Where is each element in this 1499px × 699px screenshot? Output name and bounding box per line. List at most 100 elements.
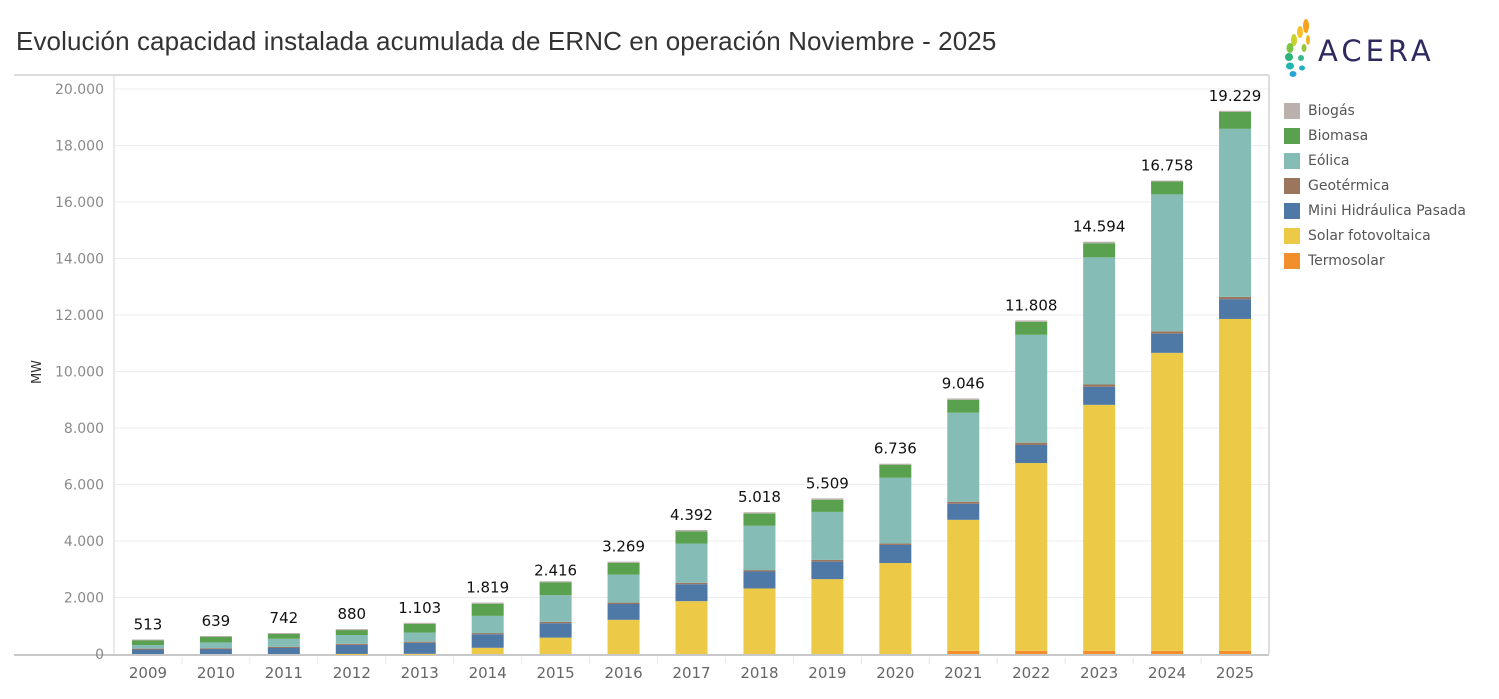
bar-segment-mini-hidr-ulica-pasada-2019	[811, 561, 844, 580]
legend-swatch	[1284, 127, 1300, 144]
bar-segment-mini-hidr-ulica-pasada-2010	[199, 648, 232, 654]
y-axis-ticks: 0 2.000 4.000 6.000 8.000 10.000 12.000 14.000 1…	[55, 82, 104, 663]
bar-segment-mini-hidr-ulica-pasada-2016	[607, 603, 640, 620]
bar-segment-biog-s-2015	[539, 581, 572, 583]
total-label: 4.392	[670, 506, 713, 524]
bar-segment-biomasa-2022	[1015, 321, 1048, 335]
bar-segment-biog-s-2011	[267, 633, 300, 635]
legend-item[interactable]: Geotérmica	[1284, 173, 1466, 198]
legend-label: Geotérmica	[1308, 177, 1390, 194]
legend-label: Biogás	[1308, 102, 1355, 119]
bar-stack-2013	[403, 622, 436, 655]
legend-item[interactable]: Mini Hidráulica Pasada	[1284, 198, 1466, 223]
bar-segment-solar-fotovoltaica-2016	[607, 619, 640, 654]
legend-swatch	[1284, 177, 1300, 194]
bar-segment-geot-rmica-2023	[1083, 384, 1116, 387]
bar-segment-e-lica-2014	[471, 615, 504, 634]
bar-segment-mini-hidr-ulica-pasada-2014	[471, 634, 504, 648]
bar-segment-biomasa-2025	[1219, 111, 1252, 129]
bar-segment-geot-rmica-2009	[131, 648, 164, 650]
bar-segment-mini-hidr-ulica-pasada-2015	[539, 623, 572, 638]
legend-swatch	[1284, 102, 1300, 119]
bar-segment-mini-hidr-ulica-pasada-2009	[131, 649, 164, 654]
bar-segment-biog-s-2024	[1151, 180, 1184, 182]
bar-segment-biog-s-2020	[879, 463, 912, 465]
bar-segment-mini-hidr-ulica-pasada-2021	[947, 503, 980, 520]
bar-segment-geot-rmica-2019	[811, 559, 844, 562]
bar-segment-biog-s-2009	[131, 639, 164, 641]
x-tick-label: 2013	[401, 664, 439, 682]
bar-segment-geot-rmica-2013	[403, 641, 436, 643]
total-label: 16.758	[1141, 157, 1194, 175]
y-tick-label: 14.000	[55, 252, 104, 268]
bar-segment-solar-fotovoltaica-2014	[471, 647, 504, 654]
bar-segment-biomasa-2011	[267, 633, 300, 639]
bar-stack-2018	[743, 512, 776, 654]
bar-stack-2022	[1015, 320, 1048, 654]
bar-stack-2012	[335, 629, 368, 655]
legend-swatch	[1284, 252, 1300, 269]
legend-item[interactable]: Eólica	[1284, 148, 1466, 173]
bar-segment-biomasa-2014	[471, 603, 504, 616]
bar-segment-mini-hidr-ulica-pasada-2020	[879, 544, 912, 564]
x-tick-label: 2011	[265, 664, 303, 682]
total-label: 1.819	[466, 579, 509, 597]
bar-segment-geot-rmica-2011	[267, 646, 300, 648]
x-tick-label: 2016	[604, 664, 642, 682]
legend-item[interactable]: Biomasa	[1284, 123, 1466, 148]
bar-stack-2017	[675, 529, 708, 654]
bar-segment-mini-hidr-ulica-pasada-2018	[743, 571, 776, 589]
y-axis-label: MW	[30, 360, 45, 384]
legend-item[interactable]: Solar fotovoltaica	[1284, 223, 1466, 248]
bar-segment-solar-fotovoltaica-2013	[403, 653, 436, 655]
x-tick-label: 2025	[1216, 664, 1254, 682]
total-label: 639	[202, 612, 231, 630]
bar-segment-geot-rmica-2015	[539, 621, 572, 624]
bar-stack-2025	[1219, 110, 1252, 654]
bar-segment-e-lica-2013	[403, 632, 436, 642]
legend-item[interactable]: Termosolar	[1284, 248, 1466, 273]
bar-segment-biomasa-2023	[1083, 243, 1116, 258]
bar-segment-biomasa-2018	[743, 513, 776, 526]
bar-segment-biomasa-2009	[131, 640, 164, 645]
legend-swatch	[1284, 202, 1300, 219]
bar-stack-2024	[1151, 180, 1184, 654]
bar-segment-geot-rmica-2021	[947, 501, 980, 504]
bar-segment-e-lica-2018	[743, 525, 776, 571]
total-labels: 513 639 742 880 1.103 1.819 2.416 3.269 4.392 5.0…	[134, 87, 1262, 634]
bar-segment-solar-fotovoltaica-2019	[811, 579, 844, 654]
bar-segment-solar-fotovoltaica-2024	[1151, 352, 1184, 651]
bar-segment-e-lica-2020	[879, 477, 912, 544]
bar-segment-e-lica-2022	[1015, 334, 1048, 443]
bars	[131, 110, 1252, 655]
legend-label: Mini Hidráulica Pasada	[1308, 202, 1466, 219]
bar-segment-solar-fotovoltaica-2022	[1015, 463, 1048, 651]
bar-stack-2021	[947, 398, 980, 654]
bar-segment-mini-hidr-ulica-pasada-2013	[403, 642, 436, 654]
total-label: 1.103	[398, 599, 441, 617]
legend-item[interactable]: Biogás	[1284, 98, 1466, 123]
y-tick-label: 10.000	[55, 365, 104, 381]
y-tick-label: 18.000	[55, 139, 104, 155]
bar-segment-solar-fotovoltaica-2021	[947, 519, 980, 651]
bar-segment-termosolar-2023	[1083, 650, 1116, 654]
bar-segment-e-lica-2015	[539, 595, 572, 622]
x-axis-ticks: 2009 2010 2011 2012 2013 2014 2015 2016 2017 2018…	[129, 657, 1254, 682]
bar-segment-biog-s-2023	[1083, 241, 1116, 244]
bar-stack-2009	[131, 639, 164, 654]
y-tick-label: 4.000	[64, 534, 104, 550]
bar-segment-e-lica-2017	[675, 543, 708, 583]
bar-segment-biog-s-2014	[471, 602, 504, 604]
bar-segment-solar-fotovoltaica-2023	[1083, 404, 1116, 651]
bar-stack-2011	[267, 633, 300, 654]
total-label: 14.594	[1073, 218, 1126, 236]
bar-segment-mini-hidr-ulica-pasada-2017	[675, 584, 708, 602]
chart-title: Evolución capacidad instalada acumulada …	[16, 26, 997, 56]
bar-segment-biomasa-2015	[539, 582, 572, 596]
total-label: 742	[270, 609, 299, 627]
bar-stack-2016	[607, 561, 640, 654]
bar-segment-biomasa-2019	[811, 499, 844, 512]
bar-stack-2020	[879, 463, 912, 654]
logo-text: ACERA	[1318, 34, 1435, 68]
